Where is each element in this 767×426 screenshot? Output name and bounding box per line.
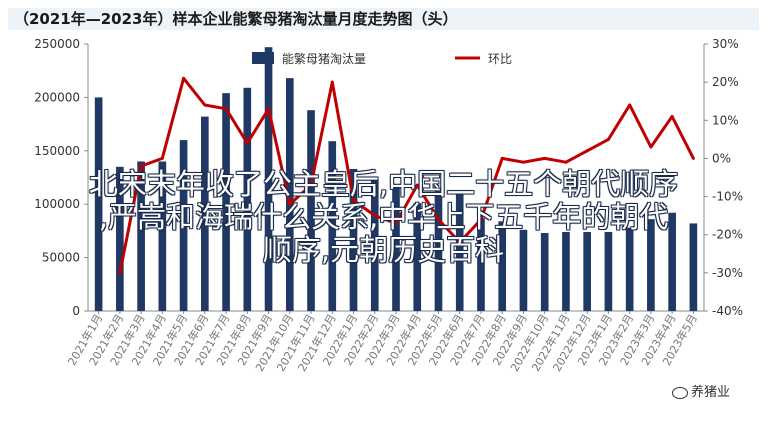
bar: [116, 166, 124, 311]
bar: [413, 203, 422, 311]
left-tick-label: 100000: [34, 197, 80, 211]
bar: [285, 78, 294, 312]
bar: [647, 219, 655, 311]
bar: [519, 229, 528, 311]
right-tick-label: -40%: [712, 304, 743, 318]
line-point: [203, 103, 207, 107]
line-point: [436, 217, 440, 221]
line-point: [309, 183, 313, 187]
right-tick-label: 30%: [712, 37, 739, 51]
left-tick-label: 0: [72, 304, 80, 318]
line-path: [118, 76, 695, 274]
line-point: [373, 214, 377, 218]
line-point: [118, 271, 122, 275]
wechat-icon: [672, 386, 688, 399]
left-tick-label: 50000: [42, 251, 80, 265]
line-point: [585, 149, 589, 153]
right-tick-label: 20%: [712, 75, 739, 89]
line-point: [415, 183, 419, 187]
watermark-label: 养猪业: [691, 385, 731, 400]
bar: [243, 87, 252, 312]
line-point: [330, 80, 334, 84]
line-point: [182, 76, 186, 80]
line-point: [564, 160, 568, 164]
left-tick-label: 200000: [34, 90, 80, 104]
bar: [498, 221, 507, 311]
line-point: [245, 141, 249, 145]
bar: [540, 233, 549, 311]
legend-bar-label: 能繁母猪淘汰量: [282, 51, 366, 66]
right-tick-label: 0%: [712, 151, 731, 165]
line-point: [160, 156, 164, 160]
line-point: [224, 107, 228, 111]
line-point: [670, 114, 674, 118]
bar: [158, 161, 167, 311]
line-point: [500, 156, 504, 160]
bar: [94, 97, 103, 312]
line-point: [628, 103, 632, 107]
line-point: [394, 221, 398, 225]
bars: [94, 47, 698, 312]
line-point: [543, 156, 547, 160]
bar: [477, 218, 485, 311]
left-tick-label: 150000: [34, 144, 80, 158]
line-point: [649, 145, 653, 149]
bar: [689, 223, 698, 311]
legend: 能繁母猪淘汰量 环比: [252, 51, 512, 66]
line-point: [479, 217, 483, 221]
bar: [349, 168, 358, 311]
line-point: [139, 164, 143, 168]
watermark: 养猪业: [672, 381, 730, 400]
bar: [222, 93, 230, 312]
line-point: [458, 240, 462, 244]
chart-title: （2021年—2023年）样本企业能繁母猪淘汰量月度走势图（头）: [8, 8, 759, 30]
right-tick-label: -30%: [712, 266, 743, 280]
bar: [562, 231, 570, 311]
bar: [604, 231, 613, 311]
line-point: [352, 198, 356, 202]
right-tick-label: 10%: [712, 113, 739, 127]
line-point: [606, 137, 610, 141]
bar: [264, 47, 273, 311]
bar: [392, 186, 400, 311]
bar: [137, 161, 145, 311]
bar: [307, 110, 315, 311]
bar: [625, 227, 634, 311]
right-tick-label: -20%: [712, 228, 743, 242]
bar: [179, 140, 188, 311]
legend-line-label: 环比: [488, 52, 512, 66]
right-tick-label: -10%: [712, 190, 743, 204]
bar: [668, 212, 676, 311]
left-tick-label: 250000: [34, 37, 80, 51]
line-point: [691, 156, 695, 160]
bar: [328, 141, 337, 311]
line-point: [521, 160, 525, 164]
line-point: [267, 107, 271, 111]
bar: [434, 191, 443, 311]
bar: [583, 231, 591, 311]
line-point: [288, 202, 292, 206]
line-series: [118, 76, 695, 275]
bar: [370, 179, 379, 311]
bar: [455, 191, 464, 311]
legend-bar-swatch: [252, 52, 274, 64]
bar: [201, 116, 209, 312]
